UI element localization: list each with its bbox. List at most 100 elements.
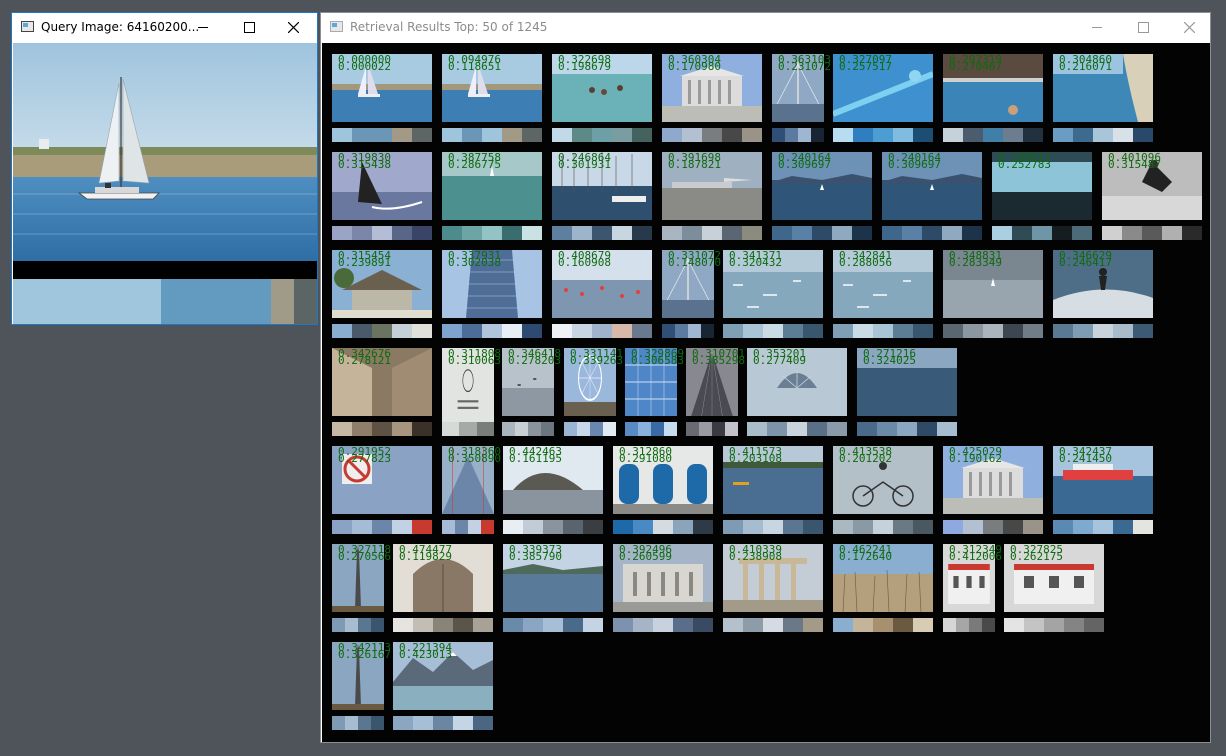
result-thumbnail[interactable]: 0.339373 0.385790 — [503, 544, 603, 632]
score-primary: 0.271216 — [863, 347, 916, 360]
palette-swatch — [853, 128, 873, 142]
result-thumbnail[interactable]: 0.000000 0.000022 — [332, 54, 432, 142]
query-window-title: Query Image: 64160200... — [41, 20, 200, 34]
result-thumbnail[interactable]: 0.408679 0.160908 — [552, 250, 652, 338]
score-primary: 0.327825 — [1010, 543, 1063, 556]
result-image — [857, 348, 957, 416]
result-thumbnail[interactable]: 0.312349 0.412006 — [943, 544, 1002, 632]
result-thumbnail[interactable]: 0.327097 0.257517 — [833, 54, 933, 142]
query-window-titlebar[interactable]: Query Image: 64160200... — [12, 13, 317, 42]
palette-swatch — [963, 520, 983, 534]
result-thumbnail[interactable]: 0.442463 0.161195 — [503, 446, 603, 534]
result-thumbnail[interactable]: 0.312860 0.291080 — [613, 446, 713, 534]
score-primary: 0.297319 — [949, 53, 1002, 66]
result-thumbnail[interactable]: 0.240164 0.309697 — [772, 152, 872, 240]
color-palette — [625, 422, 677, 436]
result-thumbnail[interactable]: 0.246864 0.301931 — [552, 152, 652, 240]
color-palette — [442, 520, 494, 534]
result-thumbnail[interactable]: 0.342676 0.278121 — [332, 348, 432, 436]
result-thumbnail[interactable]: 0.337931 0.302038 — [442, 250, 542, 338]
palette-swatch — [688, 324, 701, 338]
result-thumbnail[interactable]: 0.298917 0.252783 — [992, 152, 1092, 240]
result-thumbnail[interactable]: 0.392496 0.260599 — [613, 544, 713, 632]
result-thumbnail[interactable]: 0.311808 0.310063 — [442, 348, 501, 436]
result-thumbnail[interactable]: 0.291952 0.277823 — [332, 446, 432, 534]
result-thumbnail[interactable]: 0.271216 0.324025 — [857, 348, 957, 436]
result-thumbnail[interactable]: 0.346418 0.278203 — [502, 348, 561, 436]
result-thumbnail[interactable]: 0.462241 0.172640 — [833, 544, 933, 632]
result-image — [833, 544, 933, 612]
results-canvas: 0.000000 0.000022 0.094976 0.118651 0.322698… — [322, 43, 1210, 742]
result-thumbnail[interactable]: 0.410339 0.238908 — [723, 544, 823, 632]
score-primary: 0.346418 — [508, 347, 561, 360]
palette-swatch — [956, 618, 969, 632]
palette-swatch — [785, 128, 798, 142]
result-thumbnail[interactable]: 0.474477 0.119829 — [393, 544, 493, 632]
palette-swatch — [682, 226, 702, 240]
score-secondary: 0.315487 — [1108, 158, 1161, 171]
score-primary: 0.312349 — [949, 543, 1002, 556]
color-palette — [833, 520, 933, 534]
palette-swatch — [747, 422, 767, 436]
close-button[interactable] — [270, 13, 316, 42]
result-thumbnail[interactable]: 0.353201 0.277409 — [747, 348, 847, 436]
color-palette — [564, 422, 616, 436]
result-thumbnail[interactable]: 0.094976 0.118651 — [442, 54, 542, 142]
result-thumbnail[interactable]: 0.348831 0.283349 — [943, 250, 1043, 338]
minimize-button[interactable] — [1074, 13, 1120, 42]
maximize-button[interactable] — [226, 13, 272, 42]
palette-swatch — [332, 128, 352, 142]
palette-swatch — [852, 226, 872, 240]
maximize-button[interactable] — [1120, 13, 1166, 42]
close-button[interactable] — [1166, 13, 1212, 42]
minimize-button[interactable] — [180, 13, 226, 42]
result-thumbnail[interactable]: 0.304860 0.216071 — [1053, 54, 1153, 142]
result-thumbnail[interactable]: 0.341371 0.320432 — [723, 250, 823, 338]
palette-swatch — [803, 520, 823, 534]
palette-swatch — [572, 128, 592, 142]
color-palette — [833, 324, 933, 338]
result-thumbnail[interactable]: 0.360304 0.170980 — [662, 54, 762, 142]
result-thumbnail[interactable]: 0.327118 0.270566 — [332, 544, 391, 632]
palette-swatch — [1064, 618, 1084, 632]
palette-swatch — [1113, 520, 1133, 534]
results-window-titlebar[interactable]: Retrieval Results Top: 50 of 1245 — [321, 13, 1210, 42]
result-thumbnail[interactable]: 0.342841 0.288056 — [833, 250, 933, 338]
result-thumbnail[interactable]: 0.322698 0.198679 — [552, 54, 652, 142]
result-thumbnail[interactable]: 0.342113 0.326167 — [332, 642, 391, 730]
result-thumbnail[interactable]: 0.411573 0.203108 — [723, 446, 823, 534]
result-thumbnail[interactable]: 0.387758 0.286775 — [442, 152, 542, 240]
result-thumbnail[interactable]: 0.401096 0.315487 — [1102, 152, 1202, 240]
palette-swatch — [352, 226, 372, 240]
palette-swatch — [922, 226, 942, 240]
palette-swatch — [1044, 618, 1064, 632]
palette-swatch — [502, 128, 522, 142]
result-thumbnail[interactable]: 0.363103 0.231072 — [772, 54, 831, 142]
result-thumbnail[interactable]: 0.391698 0.187821 — [662, 152, 762, 240]
result-thumbnail[interactable]: 0.331141 0.339263 — [564, 348, 623, 436]
result-thumbnail[interactable]: 0.240164 0.309697 — [882, 152, 982, 240]
result-thumbnail[interactable]: 0.342437 0.241450 — [1053, 446, 1153, 534]
palette-swatch — [352, 520, 372, 534]
result-thumbnail[interactable]: 0.329869 0.306583 — [625, 348, 684, 436]
result-thumbnail[interactable]: 0.297319 0.270467 — [943, 54, 1043, 142]
palette-swatch — [332, 422, 352, 436]
result-thumbnail[interactable]: 0.425029 0.190162 — [943, 446, 1043, 534]
palette-swatch — [963, 128, 983, 142]
palette-swatch — [442, 520, 455, 534]
result-image — [747, 348, 847, 416]
result-thumbnail[interactable]: 0.221394 0.423013 — [393, 642, 493, 730]
palette-swatch — [332, 226, 352, 240]
result-thumbnail[interactable]: 0.315454 0.239891 — [332, 250, 432, 338]
result-thumbnail[interactable]: 0.327825 0.262175 — [1004, 544, 1104, 632]
result-thumbnail[interactable]: 0.331072 0.148070 — [662, 250, 721, 338]
palette-swatch — [743, 618, 763, 632]
result-thumbnail[interactable]: 0.318360 0.350890 — [442, 446, 501, 534]
palette-swatch — [873, 128, 893, 142]
result-thumbnail[interactable]: 0.310701 0.385298 — [686, 348, 745, 436]
result-thumbnail[interactable]: 0.413538 0.201202 — [833, 446, 933, 534]
result-image — [564, 348, 616, 416]
result-thumbnail[interactable]: 0.346629 0.246417 — [1053, 250, 1153, 338]
palette-swatch — [893, 324, 913, 338]
result-thumbnail[interactable]: 0.319830 0.315438 — [332, 152, 432, 240]
